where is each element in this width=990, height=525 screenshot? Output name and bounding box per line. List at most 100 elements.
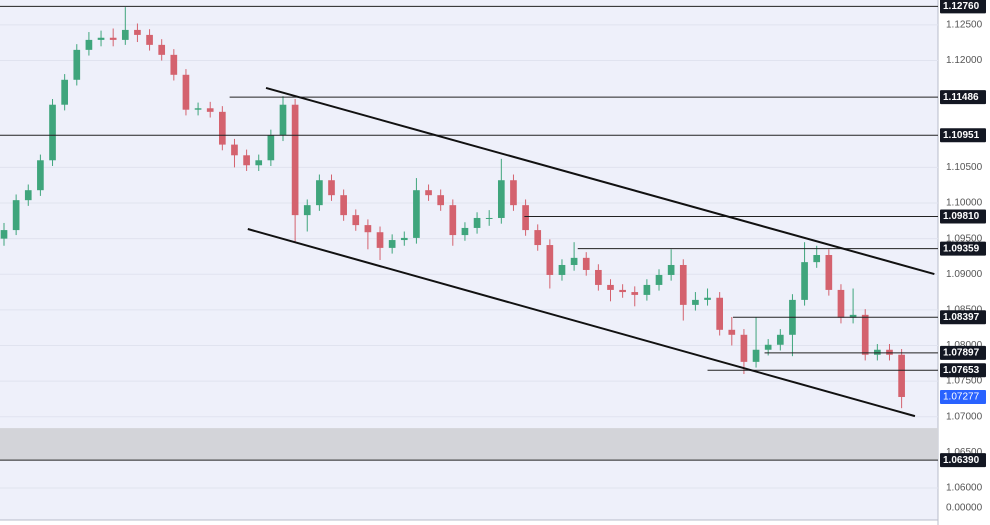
candle-body	[279, 104, 287, 136]
candle-body	[534, 230, 542, 246]
candle-body	[813, 255, 821, 263]
candle-body	[352, 215, 360, 226]
level-label-box	[940, 90, 986, 105]
candle-body	[0, 230, 8, 239]
trend-line	[247, 228, 916, 418]
candle-body	[364, 225, 372, 233]
candle-body	[255, 160, 263, 166]
level-label: 1.09810	[943, 211, 980, 222]
candle-body	[522, 205, 529, 231]
level-label-box	[940, 209, 986, 224]
trend-line	[265, 87, 935, 275]
level-label: 1.11486	[943, 92, 979, 103]
candle-body	[37, 160, 44, 191]
candle-body	[485, 217, 493, 219]
y-tick-label: 1.12000	[946, 55, 983, 66]
candle-body	[776, 334, 784, 345]
y-tick-label: 1.09500	[946, 233, 983, 244]
candle-body	[582, 257, 590, 270]
candle-body	[267, 135, 275, 161]
candle-body	[134, 29, 141, 35]
candle-body	[97, 37, 105, 40]
level-label: 1.12760	[943, 1, 980, 12]
candle-body	[619, 289, 626, 293]
candle-body	[801, 262, 808, 300]
level-label-box	[940, 128, 986, 143]
candle-body	[643, 284, 651, 295]
candle-body	[679, 264, 687, 305]
candle-body	[497, 180, 505, 218]
candle-body	[61, 79, 68, 105]
candle-body	[109, 37, 117, 40]
candle-body	[12, 200, 20, 231]
axis-bottom-label: 0.00000	[946, 503, 983, 514]
y-tick-label: 1.08000	[946, 340, 983, 351]
candle-body	[546, 245, 554, 275]
candle-body	[704, 297, 711, 300]
level-label: 1.09359	[943, 243, 980, 254]
candle-body	[631, 292, 639, 295]
candle-body	[231, 144, 238, 156]
candle-body	[316, 180, 323, 206]
candle-body	[425, 190, 432, 196]
y-tick-label: 1.06000	[946, 483, 983, 494]
candle-body	[655, 274, 663, 285]
candle-body	[728, 329, 736, 335]
bottom-strip	[0, 520, 938, 525]
candle-body	[437, 195, 445, 206]
level-label-box	[940, 363, 986, 378]
candle-body	[206, 108, 214, 112]
candle-body	[558, 264, 566, 275]
candle-body	[692, 299, 699, 305]
candle-body	[121, 29, 129, 40]
candle-body	[886, 349, 893, 355]
y-tick-label: 1.06500	[946, 447, 983, 458]
level-label: 1.10951	[943, 130, 980, 141]
candle-body	[303, 205, 311, 216]
level-label-box	[940, 453, 986, 468]
y-tick-label: 1.12500	[946, 20, 983, 31]
candle-body	[328, 180, 335, 196]
candle-body	[825, 255, 833, 290]
support-zone	[0, 428, 938, 461]
level-label-box	[940, 241, 986, 256]
candle-body	[570, 257, 578, 265]
candle-body	[740, 334, 748, 362]
candle-body	[510, 180, 517, 206]
level-label: 1.06390	[943, 455, 980, 466]
candle-body	[837, 289, 845, 318]
candle-body	[449, 205, 457, 236]
candle-body	[607, 284, 614, 290]
price-axis-background	[938, 0, 990, 525]
level-label: 1.07897	[943, 347, 980, 358]
level-label-box	[940, 345, 986, 360]
candle-body	[219, 111, 226, 145]
candle-body	[667, 264, 675, 275]
current-price-label: 1.07277	[943, 392, 980, 403]
y-tick-label: 1.07000	[946, 411, 983, 422]
candle-body	[49, 104, 56, 161]
level-label-box	[940, 0, 986, 14]
candle-body	[461, 227, 469, 236]
level-label-box	[940, 310, 986, 325]
level-label: 1.08397	[943, 312, 980, 323]
candle-body	[243, 155, 250, 166]
candle-body	[716, 297, 723, 330]
candle-body	[413, 190, 420, 238]
candle-body	[182, 74, 190, 110]
candle-body	[595, 269, 602, 285]
candle-body	[158, 44, 166, 55]
candle-body	[291, 104, 299, 216]
candle-body	[340, 195, 347, 216]
candle-body	[849, 314, 857, 318]
candle-body	[24, 190, 32, 201]
y-tick-label: 1.07500	[946, 376, 983, 387]
y-tick-label: 1.09000	[946, 269, 983, 280]
y-tick-label: 1.08500	[946, 305, 983, 316]
candle-body	[400, 237, 408, 241]
candle-body	[861, 314, 869, 355]
candle-body	[764, 344, 772, 350]
candle-body	[752, 349, 760, 362]
candle-body	[473, 217, 481, 228]
